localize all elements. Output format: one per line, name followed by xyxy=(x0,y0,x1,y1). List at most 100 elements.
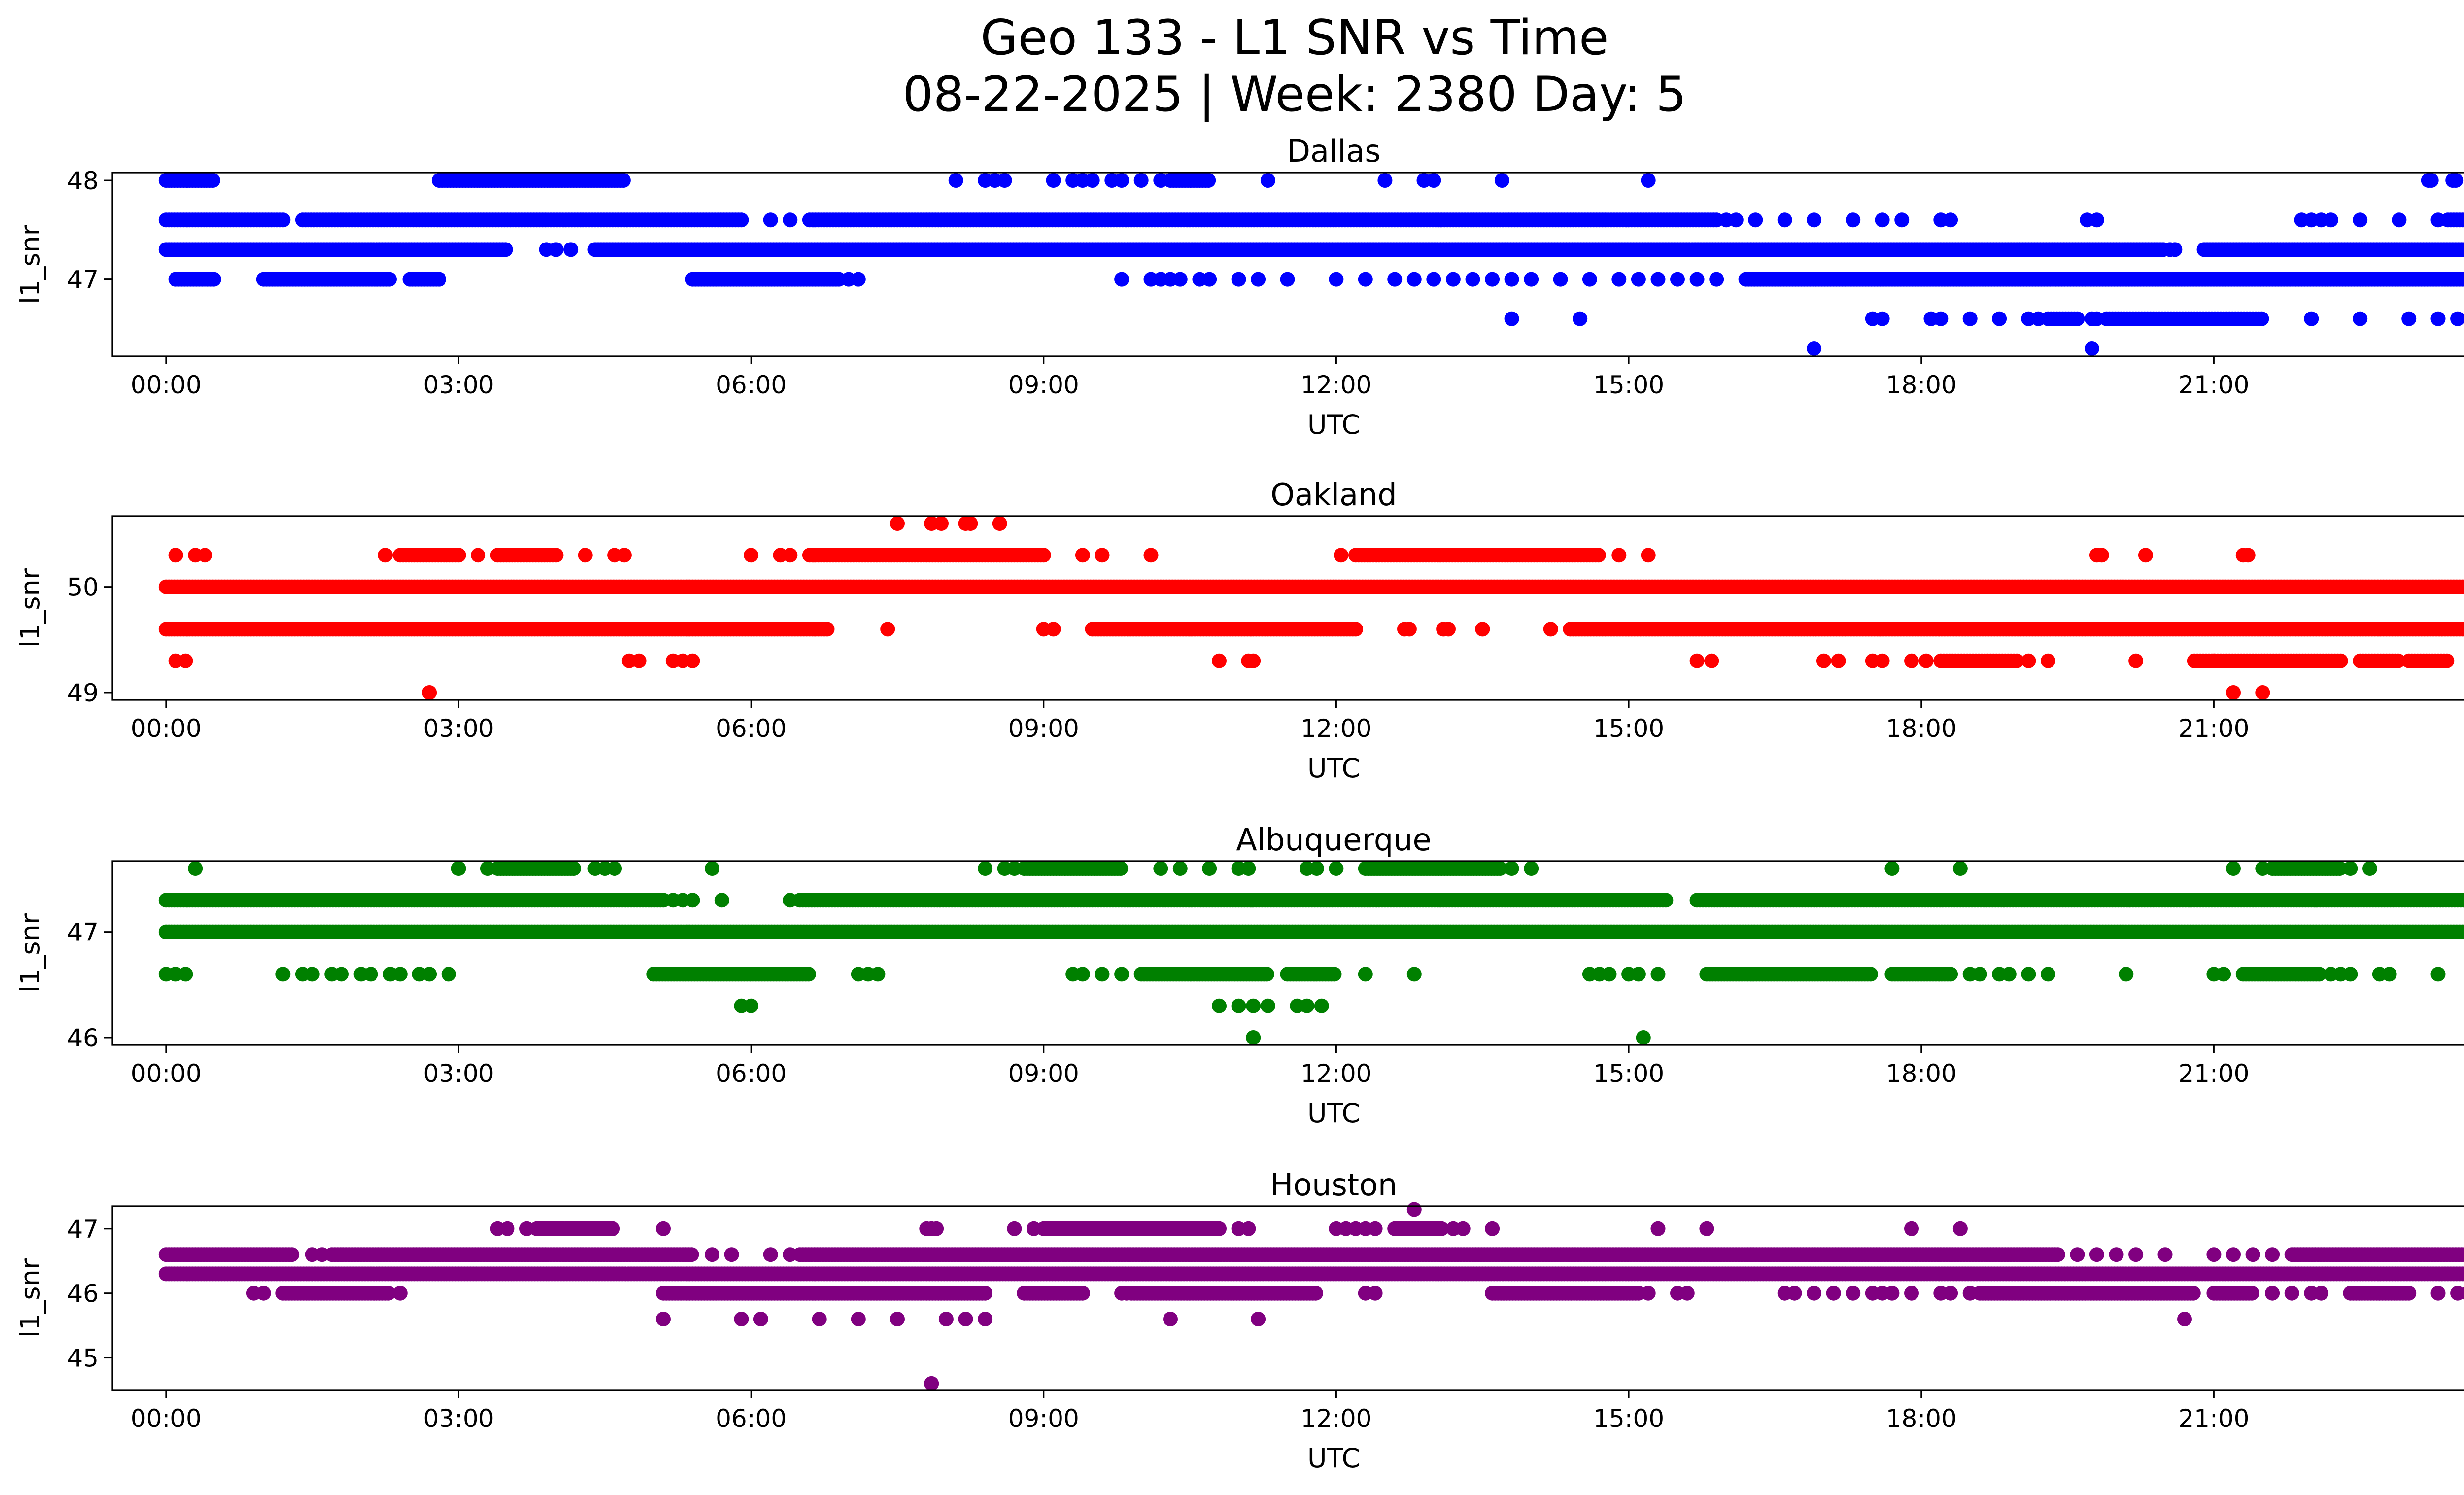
panel-title-oakland: Oakland xyxy=(1270,477,1397,513)
data-point xyxy=(578,548,593,563)
data-point xyxy=(1748,212,1763,228)
data-point xyxy=(1095,548,1110,563)
data-point xyxy=(1114,173,1129,188)
data-point xyxy=(1202,272,1217,287)
data-point xyxy=(2353,212,2368,228)
x-tick-label: 12:00 xyxy=(1300,714,1371,743)
data-point xyxy=(422,685,437,700)
x-tick-label: 06:00 xyxy=(716,714,787,743)
data-point xyxy=(1650,272,1666,287)
data-point xyxy=(1807,212,1822,228)
data-point xyxy=(2333,653,2348,668)
data-point xyxy=(2255,685,2270,700)
data-point xyxy=(1007,861,1022,876)
data-point xyxy=(744,548,759,563)
data-point xyxy=(783,212,798,228)
x-tick-label: 21:00 xyxy=(2178,371,2249,399)
x-tick-label: 21:00 xyxy=(2178,714,2249,743)
data-point xyxy=(548,548,564,563)
data-point xyxy=(685,893,700,908)
axes-frame-oakland xyxy=(111,515,2464,701)
data-point xyxy=(1641,173,1656,188)
data-point xyxy=(563,242,579,257)
data-point xyxy=(1884,861,1900,876)
data-point xyxy=(1358,272,1373,287)
data-point xyxy=(880,622,895,637)
data-point xyxy=(1553,272,1568,287)
data-point xyxy=(1641,548,1656,563)
x-tick-label: 03:00 xyxy=(423,371,494,399)
data-point xyxy=(1728,212,1744,228)
data-point xyxy=(2304,311,2319,326)
data-point xyxy=(2031,311,2046,326)
data-point xyxy=(1875,653,1890,668)
data-point xyxy=(451,548,466,563)
data-point xyxy=(1816,653,1831,668)
data-point xyxy=(997,173,1012,188)
data-point xyxy=(1777,212,1792,228)
data-point xyxy=(607,861,622,876)
data-point xyxy=(1904,653,1919,668)
data-point xyxy=(1309,861,1324,876)
x-axis-label-oakland: UTC xyxy=(1307,753,1360,784)
data-point xyxy=(1709,272,1724,287)
data-point xyxy=(1251,272,1266,287)
data-point xyxy=(1172,861,1188,876)
data-point xyxy=(378,548,393,563)
x-tick-label: 18:00 xyxy=(1886,371,1957,399)
data-point xyxy=(934,516,949,531)
data-point xyxy=(1441,622,1456,637)
data-point xyxy=(1933,311,1949,326)
data-point xyxy=(1036,548,1051,563)
data-point xyxy=(1046,173,1061,188)
x-axis-label-dallas: UTC xyxy=(1307,409,1360,440)
data-point xyxy=(2138,548,2153,563)
data-point xyxy=(1280,272,1295,287)
data-point xyxy=(2430,311,2446,326)
data-point xyxy=(783,548,798,563)
data-point xyxy=(431,272,446,287)
data-point xyxy=(1113,861,1129,876)
data-point xyxy=(2461,214,2464,226)
figure-title-line-1: Geo 133 - L1 SNR vs Time xyxy=(981,10,1609,66)
x-tick-label: 00:00 xyxy=(131,714,202,743)
x-tick-label: 03:00 xyxy=(423,714,494,743)
data-point xyxy=(2255,861,2270,876)
data-point xyxy=(1075,548,1090,563)
axes-frame-dallas xyxy=(111,172,2464,357)
scatter-series-albuquerque xyxy=(158,861,2464,1045)
data-point xyxy=(1631,272,1646,287)
data-point xyxy=(2206,653,2222,668)
data-point xyxy=(1846,212,1861,228)
y-tick-label: 48 xyxy=(67,167,99,195)
data-point xyxy=(1485,272,1500,287)
data-point xyxy=(1504,272,1519,287)
data-point xyxy=(1689,272,1705,287)
data-point xyxy=(1658,893,1674,908)
data-point xyxy=(1573,311,1588,326)
data-point xyxy=(451,861,466,876)
data-point xyxy=(2089,212,2104,228)
data-point xyxy=(1918,653,1934,668)
data-point xyxy=(2343,861,2358,876)
data-point xyxy=(1387,272,1403,287)
data-point xyxy=(1445,272,1461,287)
data-point xyxy=(992,516,1007,531)
data-point xyxy=(1524,272,1539,287)
data-point xyxy=(198,548,212,563)
data-point xyxy=(1962,311,1978,326)
data-point xyxy=(1143,548,1159,563)
data-point xyxy=(820,622,835,637)
data-point xyxy=(480,861,495,876)
data-point xyxy=(1241,861,1256,876)
data-point xyxy=(1582,272,1597,287)
data-point xyxy=(1591,548,1606,563)
data-point xyxy=(616,173,631,188)
y-axis-label-dallas: l1_snr xyxy=(15,224,46,304)
data-point xyxy=(548,242,564,257)
y-tick-label: 49 xyxy=(67,679,99,707)
data-point xyxy=(2254,311,2269,326)
